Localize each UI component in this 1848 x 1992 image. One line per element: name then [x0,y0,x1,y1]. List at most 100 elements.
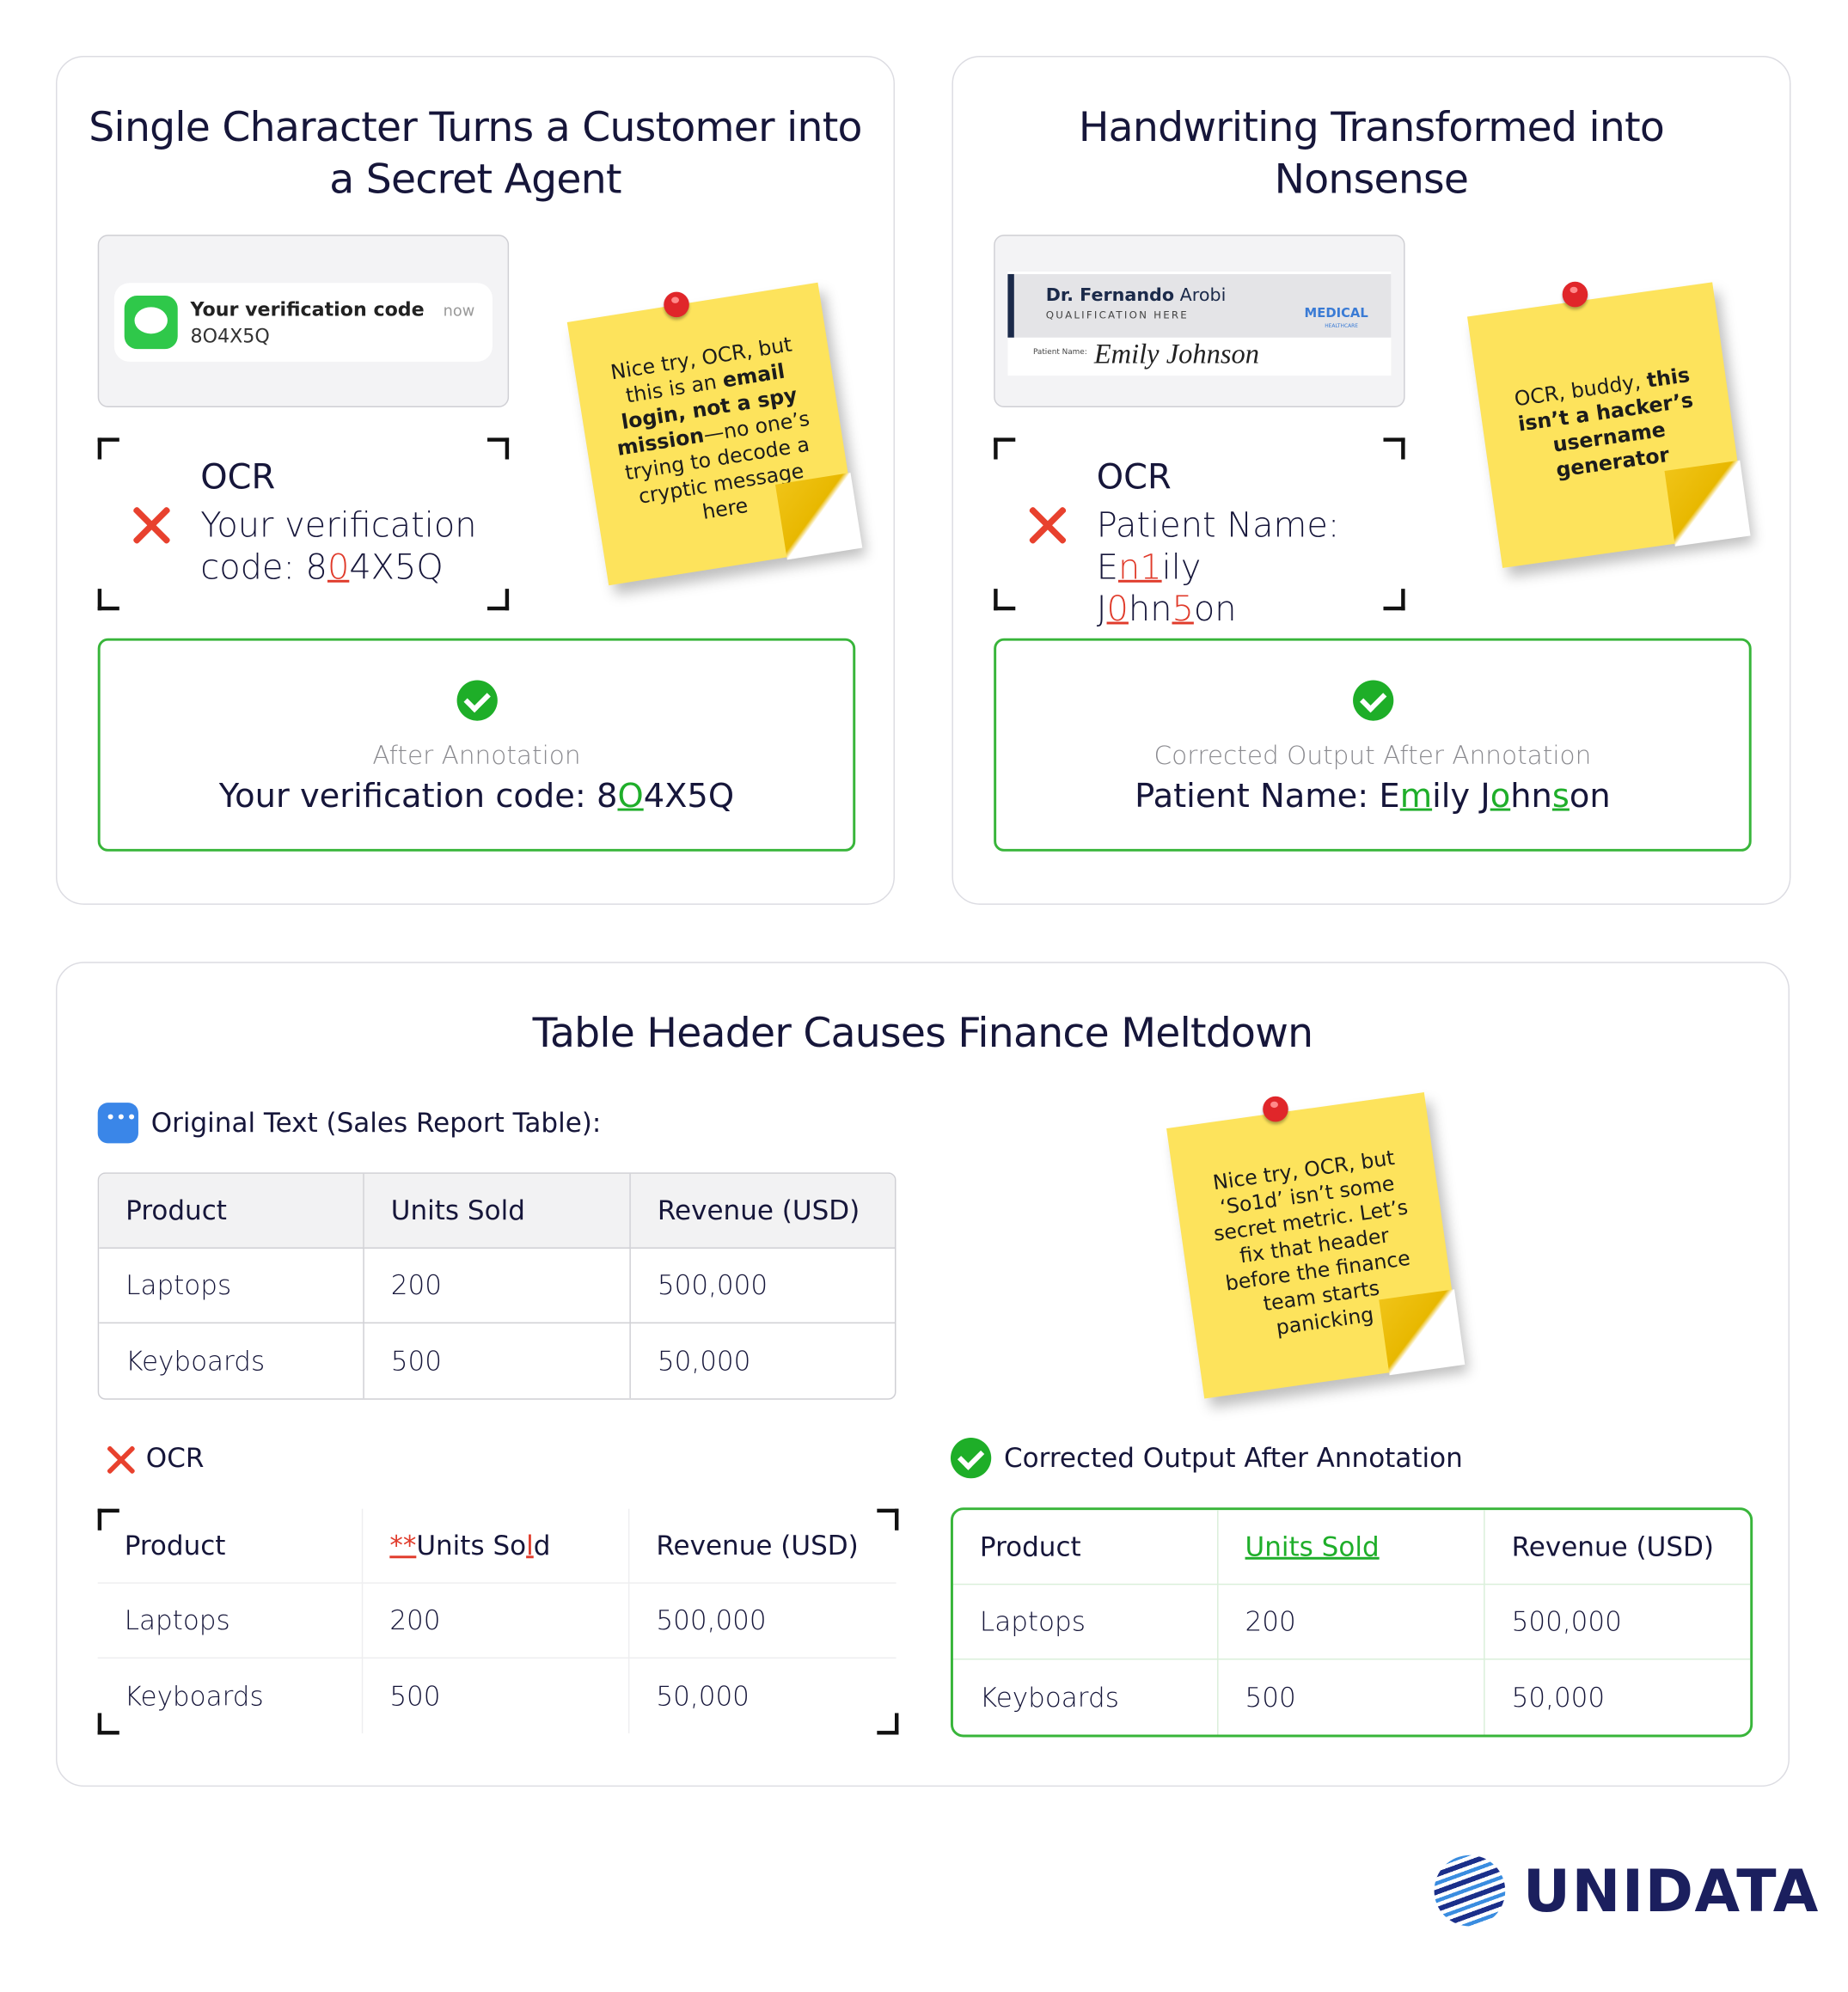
text-segment: hn [1128,590,1172,630]
logo-text: UNIDATA [1522,1856,1820,1926]
pin [664,291,689,318]
frame-corner [97,589,119,611]
table-cell: Keyboards [99,1323,364,1399]
ocr-section-label: OCR [101,1439,205,1476]
badge: Dr. Fernando Arobi QUALIFICATION HERE ME… [994,235,1405,407]
segment-group: Patient Name: En1ily J0hn5on [1097,506,1340,629]
frame-corner [97,1713,119,1735]
frame-corner [97,1508,119,1531]
table-header-cell: Product [952,1510,1219,1586]
table-cell: 50,000 [1511,1682,1606,1713]
doctor-first: Dr. Fernando [1045,285,1175,306]
table-cell: 200 [364,1248,631,1324]
original-table: Product Units Sold Revenue (USD) Laptops 200… [97,1172,896,1400]
ocr-label: OCR [145,1442,205,1474]
table-cell: 50,000 [656,1680,750,1712]
doctor-last: Arobi [1179,285,1227,306]
table-cell: Keyboards [953,1659,1219,1735]
ocr-text: Your verification code: 804X5Q [200,505,486,589]
pin [1562,281,1588,308]
logo: UNIDATA [1434,1853,1820,1929]
handwriting: Emily Johnson [1093,337,1260,370]
table-cell: 500 [363,1658,630,1734]
table-cell: Laptops [99,1248,364,1324]
frame-corner [994,437,1016,460]
notification: Your verification code 8O4X5Q now [97,235,510,407]
table-cell: Keyboards [98,1658,364,1734]
pin [1263,1096,1288,1122]
text-segment: Your verification code: 8 [218,778,618,816]
table-header-cell: Units Sold [1218,1510,1485,1586]
segment-group: Your verification code: 8O4X5Q [219,778,734,816]
error-icon [130,504,173,547]
table-cell: 500 [364,1323,631,1399]
table-header-cell: Units Sold [364,1173,631,1249]
text-segment: Your verification code: 8 [200,506,477,588]
ocr-label: OCR [200,458,276,498]
text-segment: 5 [1172,590,1194,630]
brand-sub: HEALTHCARE [1325,322,1358,329]
frame-corner [487,437,510,460]
ocr-frame: OCR Your verification code: 804X5Q [97,437,510,611]
badge-inner: Dr. Fernando Arobi QUALIFICATION HERE ME… [1007,271,1392,376]
table-cell: 500,000 [630,1249,896,1324]
text-segment: 4X5Q [349,547,444,588]
text-segment: Units Sold [1245,1531,1380,1562]
frame-corner [487,589,510,611]
check-icon [950,1437,992,1479]
segment-group: Nice try, OCR, but this is an email logi… [599,330,828,537]
frame-corner [1383,589,1405,611]
table-cell: Laptops [952,1585,1219,1660]
text-segment: m [1399,778,1433,816]
text-segment: 0 [1106,590,1129,630]
segment-group: Your verification code: 804X5Q [200,506,476,588]
table-header-cell: Revenue (USD) [630,1173,896,1249]
frame-corner [97,437,119,460]
table-cell: 50,000 [657,1345,751,1377]
text-segment: 4X5Q [643,778,735,816]
brand: MEDICAL [1304,307,1368,321]
error-icon [104,1444,129,1472]
ocr-frame: OCR Patient Name: En1ily J0hn5on [994,437,1405,629]
frame-corner [877,1713,899,1735]
text-segment: o [1490,778,1511,816]
text-segment: ily J [1096,547,1202,630]
frame-corner [1383,437,1405,460]
error-icon [1025,504,1068,547]
table-cell: 500 [1219,1659,1485,1735]
card-title: Table Header Causes Finance Meltdown [532,1008,1313,1058]
ocr-label: OCR [1096,458,1172,498]
text-segment: Patient Name: E [1096,506,1340,588]
text-segment: s [1551,778,1570,816]
card-title: Handwriting Transformed into Nonsense [1078,102,1665,204]
card-title: Single Character Turns a Customer into a… [89,102,862,204]
segment-group: Nice try, OCR, but ‘So1d’ isn’t some sec… [1198,1143,1430,1348]
table-header-cell: Revenue (USD) [1484,1510,1751,1586]
text-segment: on [1193,590,1237,630]
card: Single Character Turns a Customer into a… [55,55,896,905]
corrected-label: After Annotation [372,739,581,771]
frame-corner [994,589,1016,611]
original-label: Original Text (Sales Report Table): [150,1108,602,1139]
text-segment: d [533,1530,551,1561]
text-segment: n1 [1117,547,1162,588]
table-header-cell: Product [97,1508,364,1584]
segment-group: **Units Sold [389,1531,550,1561]
logo-globe [1434,1855,1506,1927]
card: Handwriting Transformed into Nonsense Dr… [952,55,1791,905]
text-segment: hn [1510,778,1552,816]
text-segment: on [1569,778,1611,816]
corrected-label: Corrected Output After Annotation [1003,1442,1463,1474]
table-header-cell: **Units Sold [363,1508,630,1584]
table-cell: 500,000 [1484,1585,1751,1660]
text-segment: Nice try, OCR, but ‘So1d’ isn’t some sec… [1211,1145,1412,1340]
sticky-note: Nice try, OCR, but ‘So1d’ isn’t some sec… [1166,1092,1462,1399]
segment-group: Units Sold [1245,1531,1380,1561]
text-segment: ** [389,1530,417,1561]
ocr-text: Patient Name: En1ily J0hn5on [1097,505,1350,631]
chat-icon [97,1103,138,1144]
segment-group: OCR, buddy, this isn’t a hacker’s userna… [1503,361,1712,489]
